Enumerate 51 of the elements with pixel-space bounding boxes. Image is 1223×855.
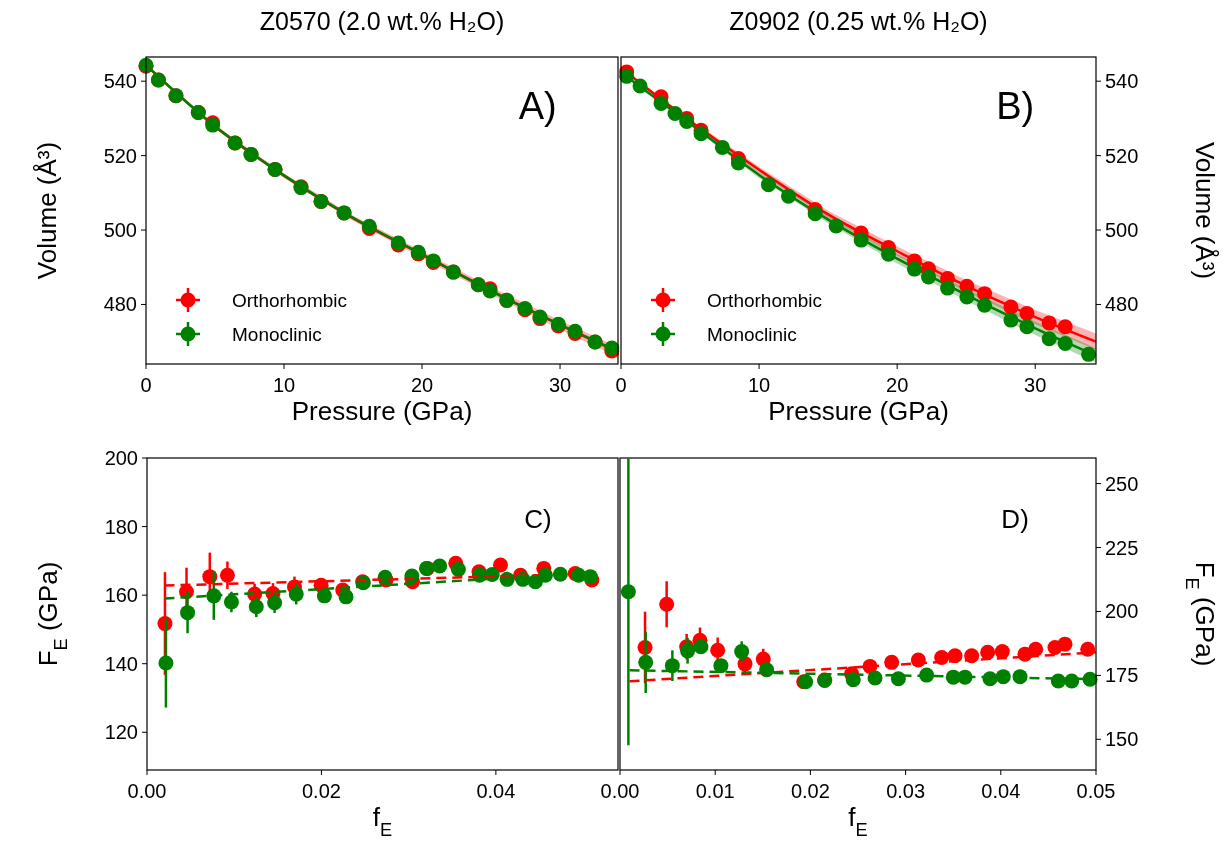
x-tick-label: 20 [410,374,434,396]
y-tick-label: 160 [104,584,138,607]
annotation: C) [524,504,552,534]
y-axis-title: Volume (Å³) [32,141,62,280]
y2-tick-label: 540 [1105,70,1139,93]
y2-tick-label: 250 [1105,472,1139,495]
annotation: B) [996,85,1035,127]
chart-title: Z0570 (2.0 wt.% H₂O) [259,7,505,35]
y2-tick-label: 480 [1105,293,1139,316]
x-tick-label: 0.04 [981,780,1021,802]
x-tick-label: 0.02 [301,780,341,802]
x-tick-label: 0.02 [790,780,830,802]
x-tick-label: 0.00 [127,780,167,802]
y-tick-label: 520 [103,144,137,167]
y-tick-label: 500 [103,219,137,242]
x-tick-label: 30 [548,374,572,396]
x-tick-label: 10 [272,374,296,396]
y-tick-label: 180 [104,515,138,538]
x-axis-title: Pressure (GPa) [291,396,473,426]
x-tick-label: 10 [747,374,771,396]
x-axis-title: Pressure (GPa) [768,396,949,426]
x-tick-label: 30 [1024,374,1047,396]
x-tick-label: 0.03 [886,780,926,802]
x-tick-label: 0.01 [695,780,735,802]
x-tick-label: 0 [615,374,627,396]
y2-axis-title: Volume (Å³) [1190,141,1220,280]
legend-label: Orthorhombic [232,290,348,311]
y-tick-label: 140 [104,652,138,675]
chart-title: Z0902 (0.25 wt.% H₂O) [729,7,988,35]
legend-label: Orthorhombic [707,290,823,311]
x-axis-title: f$_{E}$ [372,802,393,840]
y2-tick-label: 150 [1105,728,1139,751]
annotation: A) [518,85,557,127]
legend-label: Monoclinic [232,324,322,345]
x-tick-label: 0.04 [476,780,516,802]
y2-tick-label: 225 [1105,536,1139,559]
x-tick-label: 0.05 [1076,780,1116,802]
annotation: D) [1001,504,1029,534]
y-tick-label: 540 [103,70,137,93]
x-tick-label: 0.00 [600,780,640,802]
y2-tick-label: 520 [1105,144,1139,167]
y2-tick-label: 200 [1105,600,1139,623]
y-tick-label: 480 [103,293,137,316]
y-tick-label: 200 [104,447,138,469]
x-tick-label: 20 [886,374,909,396]
x-tick-label: 0 [140,374,152,396]
y-tick-label: 120 [104,721,138,744]
x-axis-title: f$_{E}$ [848,802,868,840]
legend-label: Monoclinic [707,324,797,345]
y2-tick-label: 175 [1105,664,1139,687]
y2-tick-label: 500 [1105,219,1139,242]
